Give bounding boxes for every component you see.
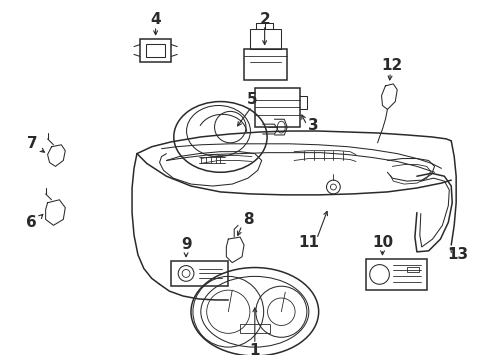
Text: 3: 3	[308, 118, 319, 132]
Text: 7: 7	[26, 136, 37, 151]
Bar	[140, 39, 172, 62]
Text: 12: 12	[382, 58, 403, 73]
Bar	[366, 259, 427, 290]
Bar	[250, 29, 281, 49]
Text: 4: 4	[150, 12, 161, 27]
Text: 10: 10	[372, 234, 393, 249]
Bar	[407, 266, 419, 273]
Bar	[172, 261, 228, 286]
Text: 9: 9	[181, 238, 192, 252]
Text: 6: 6	[26, 215, 37, 230]
Text: 8: 8	[243, 212, 253, 227]
Text: 5: 5	[246, 92, 257, 107]
Text: 11: 11	[298, 234, 319, 249]
Text: 2: 2	[259, 12, 270, 27]
Bar	[146, 44, 166, 57]
Text: 1: 1	[249, 343, 260, 357]
Bar	[244, 49, 287, 80]
Bar	[240, 324, 270, 333]
Bar	[255, 88, 300, 127]
Text: 13: 13	[447, 247, 469, 262]
